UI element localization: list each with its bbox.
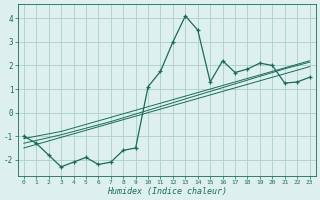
X-axis label: Humidex (Indice chaleur): Humidex (Indice chaleur) bbox=[107, 187, 227, 196]
